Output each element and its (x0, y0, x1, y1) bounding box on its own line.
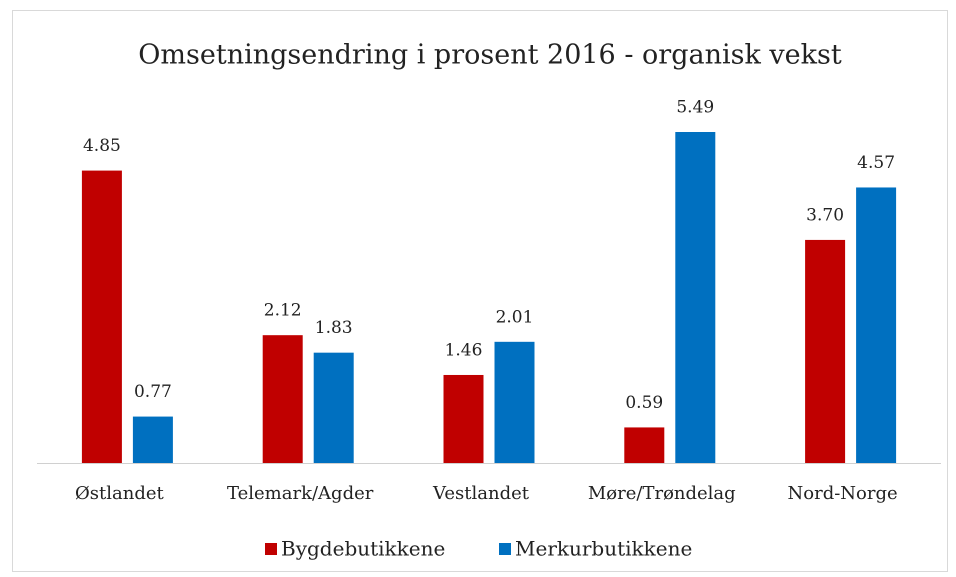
legend-swatch (499, 543, 511, 555)
chart-frame (12, 10, 948, 572)
legend-label: Bygdebutikkene (281, 537, 445, 561)
bar (132, 416, 173, 463)
data-label: 4.57 (857, 153, 895, 173)
data-label: 1.46 (445, 340, 483, 360)
data-label: 2.12 (264, 301, 302, 321)
data-label: 4.85 (83, 136, 121, 156)
x-tick-label: Vestlandet (432, 483, 530, 504)
x-tick-label: Nord-Norge (788, 483, 898, 504)
data-label: 2.01 (496, 307, 534, 327)
bar (856, 187, 897, 463)
x-tick-label: Telemark/Agder (227, 483, 374, 504)
data-label: 0.77 (134, 382, 172, 402)
data-label: 0.59 (625, 393, 663, 413)
bar (443, 374, 484, 463)
x-tick-label: Møre/Trøndelag (588, 483, 736, 504)
bar (624, 427, 665, 463)
x-tick-label: Østlandet (75, 483, 164, 504)
data-label: 5.49 (676, 98, 714, 118)
chart-title: Omsetningsendring i prosent 2016 - organ… (138, 40, 842, 71)
legend-label: Merkurbutikkene (515, 537, 692, 561)
legend-swatch (265, 543, 277, 555)
data-label: 1.83 (315, 318, 353, 338)
bar (805, 239, 846, 463)
bar (81, 170, 122, 463)
data-label: 3.70 (806, 205, 844, 225)
bar (494, 341, 535, 463)
bar (313, 352, 354, 463)
bar (675, 132, 716, 463)
bar (262, 335, 303, 463)
